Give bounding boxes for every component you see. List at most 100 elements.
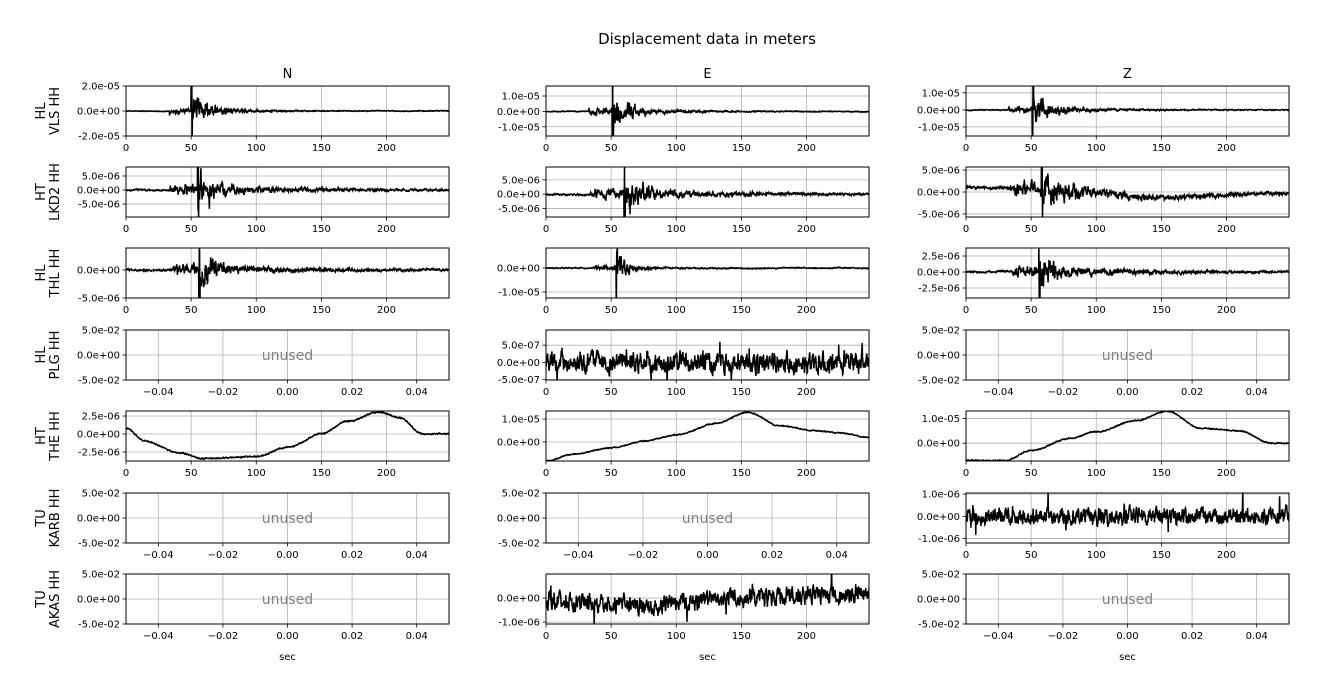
x-tick-label: 150 [732, 468, 751, 479]
row-label-line: AKAS HH [48, 570, 63, 628]
axes-frame [545, 573, 870, 625]
y-tick-label: 0.0e+00 [917, 268, 960, 279]
x-tick-label: 150 [1152, 305, 1171, 316]
y-tick-label: -5.0e-06 [918, 209, 960, 220]
x-tick-label: 0.00 [276, 550, 298, 561]
x-tick-label: 100 [247, 143, 266, 154]
x-axis-label: sec [1119, 652, 1136, 663]
axes-frame [545, 329, 870, 381]
unused-label: unused [262, 592, 313, 608]
row-label: HL THL HH [34, 249, 63, 299]
x-tick-label: 100 [1087, 550, 1106, 561]
row-label-line: HT [34, 427, 49, 445]
x-tick-label: 50 [605, 224, 618, 235]
y-tick-label: 0.0e+00 [77, 430, 120, 441]
x-tick-label: 50 [185, 224, 198, 235]
x-tick-label: 0.04 [406, 550, 428, 561]
x-tick-label: 0.02 [341, 550, 363, 561]
x-tick-label: −0.04 [143, 550, 174, 561]
x-tick-label: 150 [732, 387, 751, 398]
y-tick-label: 0.0e+00 [497, 190, 540, 201]
y-tick-label: 5.0e-07 [502, 341, 540, 352]
x-tick-label: 50 [1025, 224, 1038, 235]
x-tick-label: 0.02 [1181, 631, 1203, 642]
axes-frame [125, 166, 450, 218]
x-tick-label: 200 [797, 224, 816, 235]
unused-label: unused [262, 511, 313, 527]
y-tick-label: 0.0e+00 [497, 263, 540, 274]
subplot: unused −0.04 −0.02 0.00 0.02 0.04 5.0e-02 0.0e+… [77, 570, 450, 663]
subplot: 0 50 100 150 200 1.0e-05 0.0e+00 [497, 410, 870, 479]
x-tick-label: 150 [1152, 143, 1171, 154]
waveform-line [126, 248, 449, 298]
y-tick-label: 5.0e-02 [82, 326, 120, 337]
y-tick-label: 2.5e-06 [82, 412, 120, 423]
x-tick-label: 0.02 [341, 631, 363, 642]
subplot: 0 50 100 150 200 0.0e+00 -5.0e-06 [77, 247, 450, 316]
waveform-line [966, 86, 1289, 136]
x-axis-label: sec [699, 652, 716, 663]
subplot: unused −0.04 −0.02 0.00 0.02 0.04 5.0e-02 0.0e+… [497, 489, 870, 561]
x-tick-label: 200 [377, 305, 396, 316]
x-tick-label: 100 [667, 224, 686, 235]
y-tick-label: -5.0e-02 [78, 376, 120, 387]
y-tick-label: 5.0e-06 [502, 175, 540, 186]
subplot: 0 50 100 150 200 1.0e-05 0.0e+00 -1.0e-05 [497, 85, 870, 154]
y-tick-label: -5.0e-02 [918, 620, 960, 631]
row-label-line: TU [34, 590, 49, 608]
subplot: 0 50 100 150 200 5.0e-07 0.0e+00 -5.0e-07 [497, 329, 870, 398]
y-tick-label: -1.0e-05 [498, 287, 540, 298]
y-tick-label: 0.0e+00 [77, 595, 120, 606]
subplot: 0 50 100 150 200 2.5e-06 0.0e+00 -2.5e-06 [77, 410, 450, 479]
row-label-line: LKD2 HH [48, 163, 63, 221]
waveform-line [966, 248, 1289, 298]
x-tick-label: 200 [1217, 305, 1236, 316]
x-tick-label: 0 [543, 224, 549, 235]
y-tick-label: 5.0e-02 [82, 570, 120, 581]
x-tick-label: −0.02 [208, 550, 239, 561]
waveform-line [546, 86, 869, 136]
y-tick-label: 2.0e-05 [82, 82, 120, 93]
x-tick-label: 150 [1152, 550, 1171, 561]
unused-label: unused [1102, 348, 1153, 364]
y-tick-label: 1.0e-05 [502, 92, 540, 103]
x-tick-label: 0 [123, 468, 129, 479]
x-tick-label: 200 [377, 468, 396, 479]
y-tick-label: 0.0e+00 [77, 265, 120, 276]
row-label-line: HL [34, 102, 49, 120]
x-tick-label: 0.02 [341, 387, 363, 398]
row-label-line: HL [34, 346, 49, 364]
waveform-line [966, 167, 1289, 217]
x-tick-label: 100 [247, 224, 266, 235]
x-tick-label: 0.00 [696, 550, 718, 561]
x-tick-label: 100 [1087, 468, 1106, 479]
x-tick-label: 0.00 [1116, 631, 1138, 642]
row-label-line: THL HH [48, 249, 63, 299]
y-tick-label: -2.5e-06 [918, 284, 960, 295]
x-tick-label: 0 [543, 387, 549, 398]
waveform-line [546, 341, 869, 380]
y-tick-label: 0.0e+00 [917, 512, 960, 523]
row-label: TU KARB HH [34, 489, 63, 548]
y-tick-label: 0.0e+00 [497, 107, 540, 118]
subplot: unused −0.04 −0.02 0.00 0.02 0.04 5.0e-02 0.0e+… [77, 326, 450, 398]
x-tick-label: 150 [732, 305, 751, 316]
waveform-line [546, 574, 869, 624]
x-tick-label: 50 [185, 468, 198, 479]
x-tick-label: 150 [312, 143, 331, 154]
axes-frame [965, 85, 1290, 137]
y-tick-label: -5.0e-02 [78, 539, 120, 550]
x-tick-label: 100 [667, 468, 686, 479]
x-tick-label: 200 [1217, 143, 1236, 154]
row-label-line: THE HH [48, 411, 63, 462]
axes-frame [965, 247, 1290, 299]
x-tick-label: −0.04 [143, 631, 174, 642]
y-tick-label: 1.0e-05 [922, 88, 960, 99]
subplot: 0 50 100 150 200 1.0e-05 0.0e+00 -1.0e-05 [917, 85, 1290, 154]
x-tick-label: 150 [732, 631, 751, 642]
subplot: unused −0.04 −0.02 0.00 0.02 0.04 5.0e-02 0.0e+… [917, 326, 1290, 398]
y-tick-label: 0.0e+00 [917, 188, 960, 199]
column-title-e: E [703, 67, 711, 82]
x-tick-label: 100 [1087, 305, 1106, 316]
